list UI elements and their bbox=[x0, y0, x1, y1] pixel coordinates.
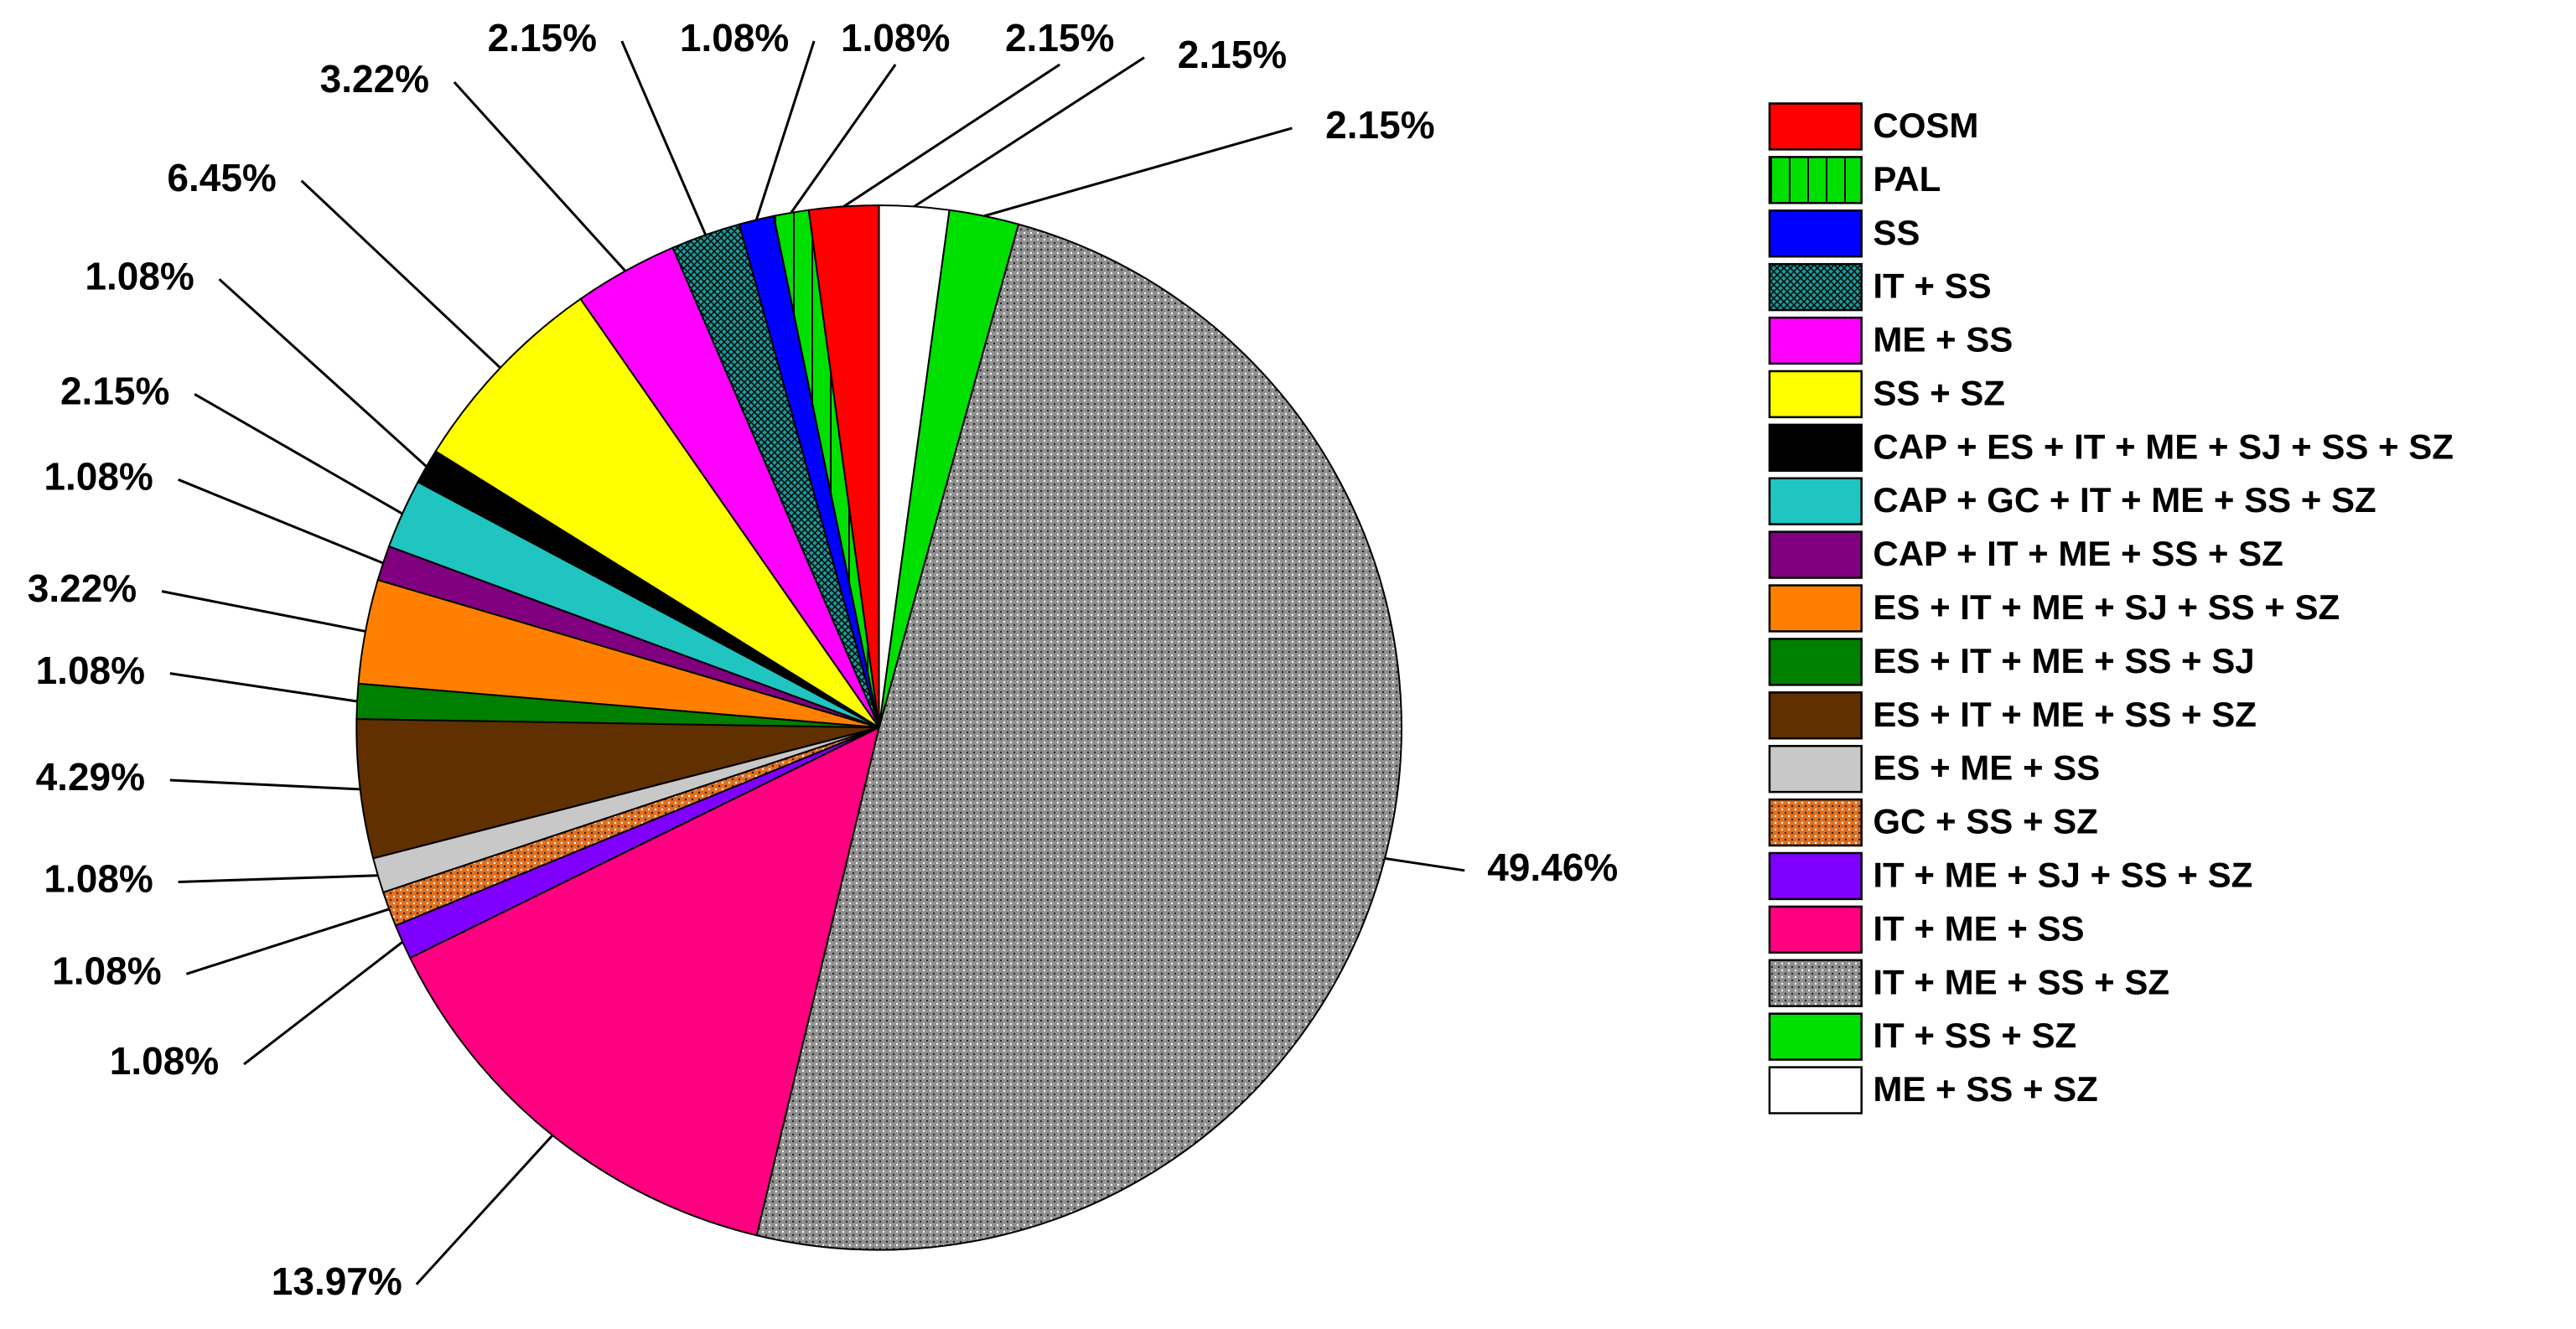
data-label: 1.08% bbox=[44, 857, 153, 901]
leader-line bbox=[620, 40, 707, 235]
pie-slice bbox=[408, 726, 881, 1237]
data-label: 2.15% bbox=[1325, 103, 1434, 147]
legend-swatch bbox=[1768, 530, 1863, 579]
legend-label: CAP + GC + IT + ME + SS + SZ bbox=[1873, 480, 2376, 520]
legend-swatch bbox=[1768, 209, 1863, 258]
leader-line bbox=[983, 127, 1293, 218]
legend-label: IT + ME + SS + SZ bbox=[1873, 962, 2169, 1001]
leader-line bbox=[194, 393, 403, 515]
data-label: 3.22% bbox=[28, 566, 137, 610]
legend-swatch bbox=[1768, 370, 1863, 419]
leader-line bbox=[185, 908, 390, 975]
legend-label: COSM bbox=[1873, 106, 1978, 145]
legend-label: CAP + ES + IT + ME + SJ + SS + SZ bbox=[1873, 427, 2454, 466]
data-label: 2.15% bbox=[60, 370, 169, 413]
legend-swatch bbox=[1768, 744, 1863, 794]
data-label: 13.97% bbox=[272, 1259, 402, 1303]
legend-swatch bbox=[1768, 638, 1863, 686]
leader-line bbox=[218, 278, 428, 468]
legend-label: IT + SS bbox=[1873, 266, 1991, 306]
legend-swatch bbox=[1768, 423, 1863, 472]
legend-label: CAP + IT + ME + SS + SZ bbox=[1873, 534, 2283, 573]
legend-label: ES + ME + SS bbox=[1873, 748, 2100, 788]
data-label: 1.08% bbox=[85, 254, 194, 297]
legend-label: SS + SZ bbox=[1873, 373, 2005, 412]
leader-line bbox=[790, 64, 897, 214]
legend-swatch bbox=[1768, 584, 1863, 633]
data-label: 1.08% bbox=[52, 949, 161, 992]
leader-line bbox=[754, 40, 816, 220]
data-label: 1.08% bbox=[110, 1039, 219, 1083]
leader-line bbox=[453, 80, 627, 272]
data-label: 6.45% bbox=[167, 156, 276, 199]
data-label: 49.46% bbox=[1487, 845, 1618, 889]
leader-line bbox=[169, 778, 360, 791]
legend-label: ME + SS + SZ bbox=[1873, 1069, 2097, 1109]
legend-label: IT + ME + SJ + SS + SZ bbox=[1873, 856, 2252, 895]
legend-label: ES + IT + ME + SJ + SS + SZ bbox=[1873, 587, 2340, 627]
leader-line bbox=[243, 940, 404, 1066]
legend-label: ES + IT + ME + SS + SZ bbox=[1873, 695, 2257, 734]
leader-line bbox=[842, 63, 1061, 208]
legend-swatch bbox=[1768, 316, 1863, 365]
pie-slice bbox=[434, 297, 880, 729]
leader-line bbox=[1384, 856, 1465, 872]
legend-label: GC + SS + SZ bbox=[1873, 802, 2097, 841]
leader-line bbox=[161, 590, 366, 633]
legend-swatch bbox=[1768, 798, 1863, 847]
data-label: 1.08% bbox=[841, 16, 950, 59]
legend-swatch bbox=[1768, 1012, 1863, 1061]
legend-swatch bbox=[1768, 102, 1863, 151]
data-label: 1.08% bbox=[680, 16, 789, 59]
legend-swatch bbox=[1768, 156, 1863, 204]
data-label: 2.15% bbox=[488, 16, 597, 59]
data-label: 3.22% bbox=[320, 57, 429, 101]
pie-slice bbox=[878, 204, 951, 728]
leader-line bbox=[300, 179, 501, 370]
legend-swatch bbox=[1768, 851, 1863, 901]
data-label: 2.15% bbox=[1178, 33, 1287, 76]
leader-line bbox=[913, 56, 1145, 208]
legend-label: SS bbox=[1873, 213, 1920, 252]
legend-swatch bbox=[1768, 477, 1863, 525]
legend-label: ME + SS bbox=[1873, 320, 2013, 359]
legend-swatch bbox=[1768, 905, 1863, 954]
legend-label: PAL bbox=[1873, 159, 1941, 199]
legend-label: IT + SS + SZ bbox=[1873, 1016, 2076, 1055]
leader-line bbox=[415, 1134, 554, 1285]
legend-swatch bbox=[1768, 1066, 1863, 1114]
legend-label: ES + IT + ME + SS + SJ bbox=[1873, 641, 2254, 680]
leader-line bbox=[178, 874, 378, 884]
data-label: 1.08% bbox=[44, 454, 153, 498]
legend-swatch bbox=[1768, 262, 1863, 312]
legend-swatch bbox=[1768, 691, 1863, 740]
pie-slice bbox=[355, 718, 879, 860]
legend-swatch bbox=[1768, 959, 1863, 1007]
legend-label: IT + ME + SS bbox=[1873, 908, 2084, 948]
data-label: 1.08% bbox=[36, 649, 145, 692]
leader-line bbox=[178, 478, 384, 565]
data-label: 2.15% bbox=[1005, 16, 1114, 59]
data-label: 4.29% bbox=[36, 755, 145, 799]
leader-line bbox=[169, 672, 358, 703]
